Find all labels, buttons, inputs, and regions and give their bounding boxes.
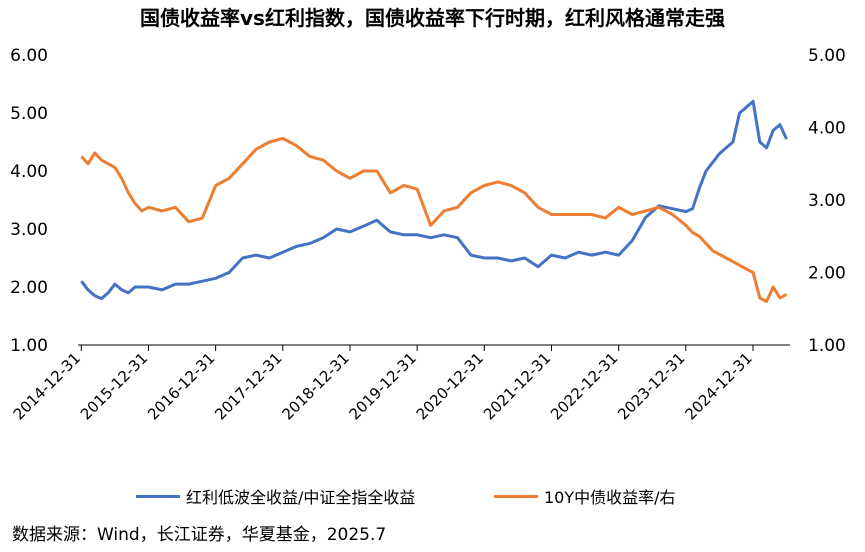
legend-swatch-dividend [136,494,180,498]
x-axis-tick-label: 2021-12-31 [480,349,554,423]
x-axis-tick-label: 2017-12-31 [211,349,285,423]
legend-item-dividend: 红利低波全收益/中证全指全收益 [136,484,415,508]
right-axis-tick-label: 3.00 [808,191,846,211]
x-axis-tick-label: 2020-12-31 [413,349,487,423]
left-axis-tick-label: 2.00 [10,278,48,298]
left-axis-tick-label: 6.00 [10,46,48,66]
source-note: 数据来源：Wind，长江证券，华夏基金，2025.7 [12,525,387,545]
x-axis-tick-label: 2014-12-31 [10,349,84,423]
legend-label-bond-yield: 10Y中债收益率/右 [544,488,676,507]
x-axis-tick-label: 2022-12-31 [547,349,621,423]
left-axis-tick-label: 1.00 [10,336,48,356]
left-axis-tick-label: 4.00 [10,162,48,182]
right-axis-tick-label: 5.00 [808,46,846,66]
left-axis-tick-label: 5.00 [10,104,48,124]
x-axis-tick-label: 2018-12-31 [278,349,352,423]
chart-title: 国债收益率vs红利指数，国债收益率下行时期，红利风格通常走强 [140,6,725,30]
legend-swatch-bond-yield [494,494,538,498]
left-axis-tick-label: 3.00 [10,220,48,240]
x-axis-tick-label: 2024-12-31 [681,349,755,423]
series-line-dividend [80,99,788,301]
right-axis-tick-label: 2.00 [808,264,846,284]
series-line-bond-yield [80,136,788,303]
x-axis-tick-label: 2019-12-31 [346,349,420,423]
x-axis-tick-label: 2015-12-31 [77,349,151,423]
right-axis-tick-label: 4.00 [808,119,846,139]
x-axis-tick-label: 2023-12-31 [614,349,688,423]
legend-item-bond-yield: 10Y中债收益率/右 [494,484,676,508]
x-axis-tick-label: 2016-12-31 [144,349,218,423]
legend-label-dividend: 红利低波全收益/中证全指全收益 [186,488,416,507]
right-axis-tick-label: 1.00 [808,336,846,356]
